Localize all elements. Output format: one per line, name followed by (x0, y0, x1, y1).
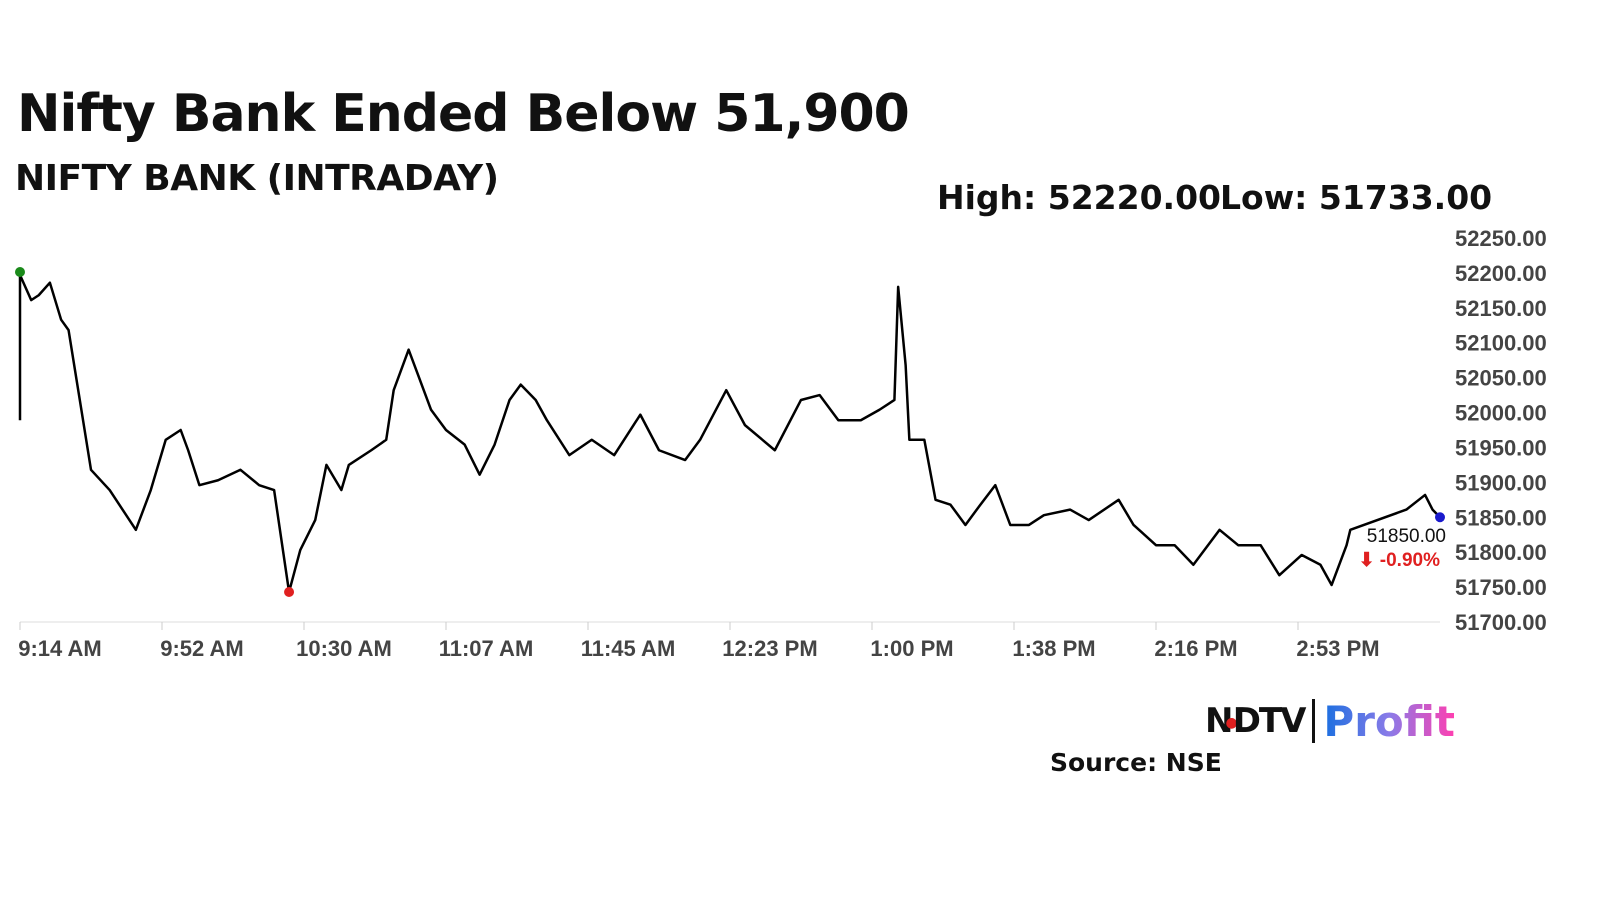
chart-title: Nifty Bank Ended Below 51,900 (17, 84, 910, 144)
y-tick-label: 52050.00 (1455, 366, 1547, 391)
y-tick-label: 51900.00 (1455, 470, 1547, 495)
y-tick-label: 51700.00 (1455, 610, 1547, 635)
logo-profit: Profit (1323, 696, 1455, 746)
y-tick-label: 51850.00 (1455, 505, 1547, 530)
price-line (18, 273, 1441, 594)
x-tick-label: 9:14 AM (18, 636, 102, 661)
logo-ndtv: N●DTV (1205, 701, 1306, 741)
x-tick-label: 11:07 AM (439, 636, 534, 661)
low-label: Low: 51733.00 (1220, 178, 1493, 217)
low-marker (284, 586, 295, 597)
y-tick-label: 51750.00 (1455, 575, 1547, 600)
high-label: High: 52220.00 (937, 178, 1221, 217)
end-marker (1435, 512, 1445, 523)
logo-divider (1312, 699, 1316, 743)
y-tick-label: 52250.00 (1455, 226, 1547, 251)
y-tick-label: 52200.00 (1455, 261, 1547, 286)
y-tick-label: 52150.00 (1455, 296, 1547, 321)
x-tick-label: 10:30 AM (296, 636, 392, 661)
x-tick-label: 2:16 PM (1154, 636, 1237, 661)
x-tick-label: 12:23 PM (722, 636, 817, 661)
ndtv-profit-logo: N●DTV Profit (1205, 696, 1455, 746)
y-tick-label: 51950.00 (1455, 435, 1547, 460)
source-label: Source: NSE (1050, 748, 1222, 777)
x-tick-label: 2:53 PM (1296, 636, 1379, 661)
change-label: ⬇ -0.90% (1359, 550, 1441, 571)
x-tick-label: 9:52 AM (160, 636, 244, 661)
x-tick-label: 1:38 PM (1012, 636, 1095, 661)
x-tick-label: 1:00 PM (870, 636, 953, 661)
y-tick-label: 51800.00 (1455, 540, 1547, 565)
last-value-label: 51850.00 (1367, 526, 1446, 547)
chart-subtitle: NIFTY BANK (INTRADAY) (15, 158, 499, 199)
y-tick-label: 52100.00 (1455, 331, 1547, 356)
y-tick-label: 52000.00 (1455, 401, 1547, 426)
start-marker (15, 267, 25, 278)
x-tick-label: 11:45 AM (581, 636, 676, 661)
